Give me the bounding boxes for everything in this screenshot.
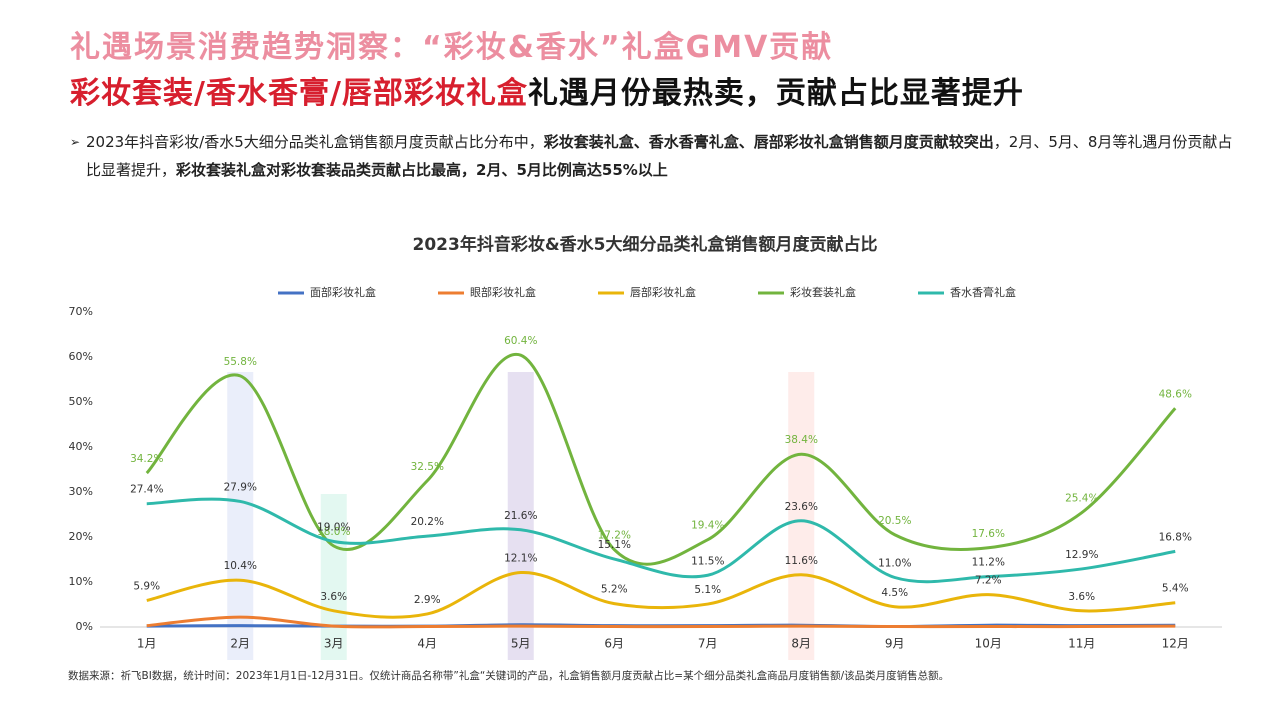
- highlight-band: [788, 372, 815, 660]
- x-tick-label: 8月: [791, 637, 811, 651]
- data-label: 23.6%: [785, 501, 818, 513]
- data-label: 32.5%: [411, 461, 444, 473]
- data-label: 11.6%: [785, 555, 818, 567]
- legend-label: 唇部彩妆礼盒: [630, 285, 696, 299]
- data-label: 11.2%: [972, 557, 1005, 569]
- highlight-band: [507, 372, 534, 660]
- y-tick-label: 60%: [69, 350, 93, 363]
- data-label: 11.5%: [691, 555, 724, 567]
- data-label: 12.9%: [1065, 549, 1098, 561]
- data-label: 20.2%: [411, 516, 444, 528]
- subtitle-rest: 礼遇月份最热卖，贡献占比显著提升: [527, 76, 1024, 111]
- data-label: 34.2%: [130, 453, 163, 465]
- data-label: 10.4%: [224, 560, 257, 572]
- series-line: [146, 615, 1176, 629]
- legend-label: 香水香膏礼盒: [950, 285, 1016, 299]
- data-label: 5.1%: [694, 584, 721, 596]
- legend-label: 眼部彩妆礼盒: [470, 285, 536, 299]
- data-label: 27.9%: [224, 481, 257, 493]
- data-label: 18.0%: [317, 526, 350, 538]
- data-label: 55.8%: [224, 356, 257, 368]
- y-tick-label: 30%: [69, 485, 93, 498]
- subtitle-highlight: 彩妆套装/香水香膏/唇部彩妆礼盒: [70, 76, 528, 111]
- data-label: 21.6%: [504, 510, 537, 522]
- x-tick-label: 4月: [417, 637, 437, 651]
- x-tick-label: 11月: [1068, 637, 1095, 651]
- footnote: 数据来源：祈飞BI数据，统计时间：2023年1月1日-12月31日。仅统计商品名…: [68, 670, 950, 682]
- y-tick-label: 20%: [69, 530, 93, 543]
- y-tick-label: 40%: [69, 440, 93, 453]
- highlight-band: [320, 494, 347, 660]
- data-label: 12.1%: [504, 553, 537, 565]
- x-tick-label: 1月: [137, 637, 157, 651]
- data-label: 15.1%: [598, 539, 631, 551]
- x-tick-label: 6月: [604, 637, 624, 651]
- data-label: 17.6%: [972, 528, 1005, 540]
- data-label: 38.4%: [785, 434, 818, 446]
- data-label: 5.9%: [133, 580, 160, 592]
- x-tick-label: 5月: [511, 637, 531, 651]
- data-label: 11.0%: [878, 558, 911, 570]
- y-tick-label: 50%: [69, 395, 93, 408]
- data-label: 2.9%: [414, 594, 441, 606]
- y-tick-label: 0%: [76, 620, 93, 633]
- data-label: 3.6%: [320, 591, 347, 603]
- x-tick-label: 3月: [324, 637, 344, 651]
- data-label: 4.5%: [881, 587, 908, 599]
- data-label: 25.4%: [1065, 493, 1098, 505]
- data-label: 60.4%: [504, 335, 537, 347]
- text: ，2月、5月、8月等礼遇月份贡献占比显著提升，: [86, 133, 1233, 179]
- data-label: 17.2%: [598, 530, 631, 542]
- data-label: 5.4%: [1162, 583, 1189, 595]
- data-label: 27.4%: [130, 484, 163, 496]
- series-line: [146, 571, 1176, 619]
- highlight-band: [227, 372, 254, 660]
- data-label: 48.6%: [1159, 388, 1192, 400]
- chart-title: 2023年抖音彩妆&香水5大细分品类礼盒销售额月度贡献占比: [413, 234, 878, 255]
- series-line: [145, 352, 1177, 566]
- x-tick-label: 9月: [885, 637, 905, 651]
- data-label: 16.8%: [1159, 531, 1192, 543]
- series-line: [146, 497, 1176, 584]
- x-tick-label: 10月: [975, 637, 1002, 651]
- data-label: 19.0%: [317, 522, 350, 534]
- slide-subtitle: 彩妆套装/香水香膏/唇部彩妆礼盒礼遇月份最热卖，贡献占比显著提升: [70, 68, 1024, 112]
- bullet-text: 2023年抖音彩妆/香水5大细分品类礼盒销售额月度贡献占比分布中，彩妆套装礼盒、…: [70, 128, 1236, 184]
- data-label: 3.6%: [1068, 591, 1095, 603]
- legend-label: 面部彩妆礼盒: [310, 285, 376, 299]
- x-tick-label: 7月: [698, 637, 718, 651]
- data-label: 20.5%: [878, 515, 911, 527]
- x-tick-label: 12月: [1162, 637, 1189, 651]
- text: 2023年抖音彩妆/香水5大细分品类礼盒销售额月度贡献占比分布中，: [86, 133, 544, 151]
- legend-label: 彩妆套装礼盒: [790, 285, 856, 299]
- data-label: 19.4%: [691, 520, 724, 532]
- y-tick-label: 70%: [69, 305, 93, 318]
- slide-title: 礼遇场景消费趋势洞察：“彩妆&香水”礼盒GMV贡献: [70, 30, 834, 65]
- bold-text: 彩妆套装礼盒对彩妆套装品类贡献占比最高，2月、5月比例高达55%以上: [176, 161, 668, 179]
- bold-text: 彩妆套装礼盒、香水香膏礼盒、唇部彩妆礼盒销售额月度贡献较突出: [543, 133, 994, 151]
- x-tick-label: 2月: [230, 637, 250, 651]
- y-tick-label: 10%: [69, 575, 93, 588]
- data-label: 7.2%: [975, 575, 1002, 587]
- data-label: 5.2%: [601, 584, 628, 596]
